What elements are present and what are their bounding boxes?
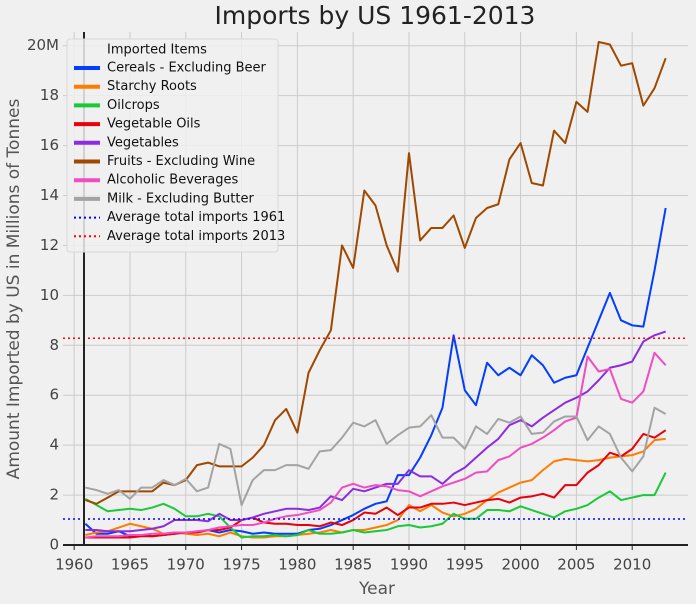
legend-label: Cereals - Excluding Beer [107, 61, 267, 76]
x-tick-label: 1985 [334, 556, 372, 574]
x-tick-label: 2000 [501, 556, 539, 574]
x-tick-label: 1960 [55, 556, 93, 574]
legend-label: Average total imports 1961 [107, 210, 285, 225]
legend-label: Oilcrops [107, 98, 160, 113]
lines [63, 40, 688, 539]
y-tick-label: 4 [49, 436, 59, 454]
y-tick-label: 20M [27, 36, 59, 54]
x-axis-label: Year [358, 579, 395, 599]
y-tick-label: 16 [40, 136, 59, 154]
legend-label: Vegetables [107, 135, 179, 150]
y-tick-label: 0 [49, 536, 59, 554]
legend-label: Alcoholic Beverages [107, 173, 238, 188]
x-tick-label: 1980 [278, 556, 316, 574]
legend-label: Average total imports 2013 [107, 229, 285, 244]
legend-label: Fruits - Excluding Wine [107, 154, 255, 169]
y-tick-label: 2 [49, 486, 59, 504]
legend-label: Milk - Excluding Butter [107, 191, 254, 206]
legend-label: Starchy Roots [107, 79, 197, 94]
legend-label: Vegetable Oils [107, 117, 201, 132]
series-line [85, 330, 666, 533]
y-tick-label: 10 [40, 286, 59, 304]
legend: Imported Items Cereals - Excluding Beer St… [66, 38, 285, 253]
legend-box [66, 38, 279, 253]
y-tick-label: 12 [40, 236, 59, 254]
x-tick-label: 1990 [390, 556, 428, 574]
x-tick-label: 2005 [557, 556, 595, 574]
x-tick-label: 1975 [222, 556, 260, 574]
x-tick-label: 1995 [446, 556, 484, 574]
series-line [85, 351, 667, 539]
x-tick-label: 2010 [613, 556, 651, 574]
y-tick-label: 8 [49, 336, 59, 354]
series-line [85, 406, 667, 507]
y-tick-label: 14 [40, 186, 59, 204]
x-tick-label: 1965 [111, 556, 149, 574]
y-tick-label: 18 [40, 86, 59, 104]
x-tick-label: 1970 [167, 556, 205, 574]
legend-title: Imported Items [107, 43, 207, 58]
y-tick-label: 6 [49, 386, 59, 404]
series-line [84, 472, 667, 539]
y-axis-label: Amount Imported by US in Millions of Ton… [4, 99, 24, 480]
chart-title: Imports by US 1961-2013 [215, 1, 536, 30]
